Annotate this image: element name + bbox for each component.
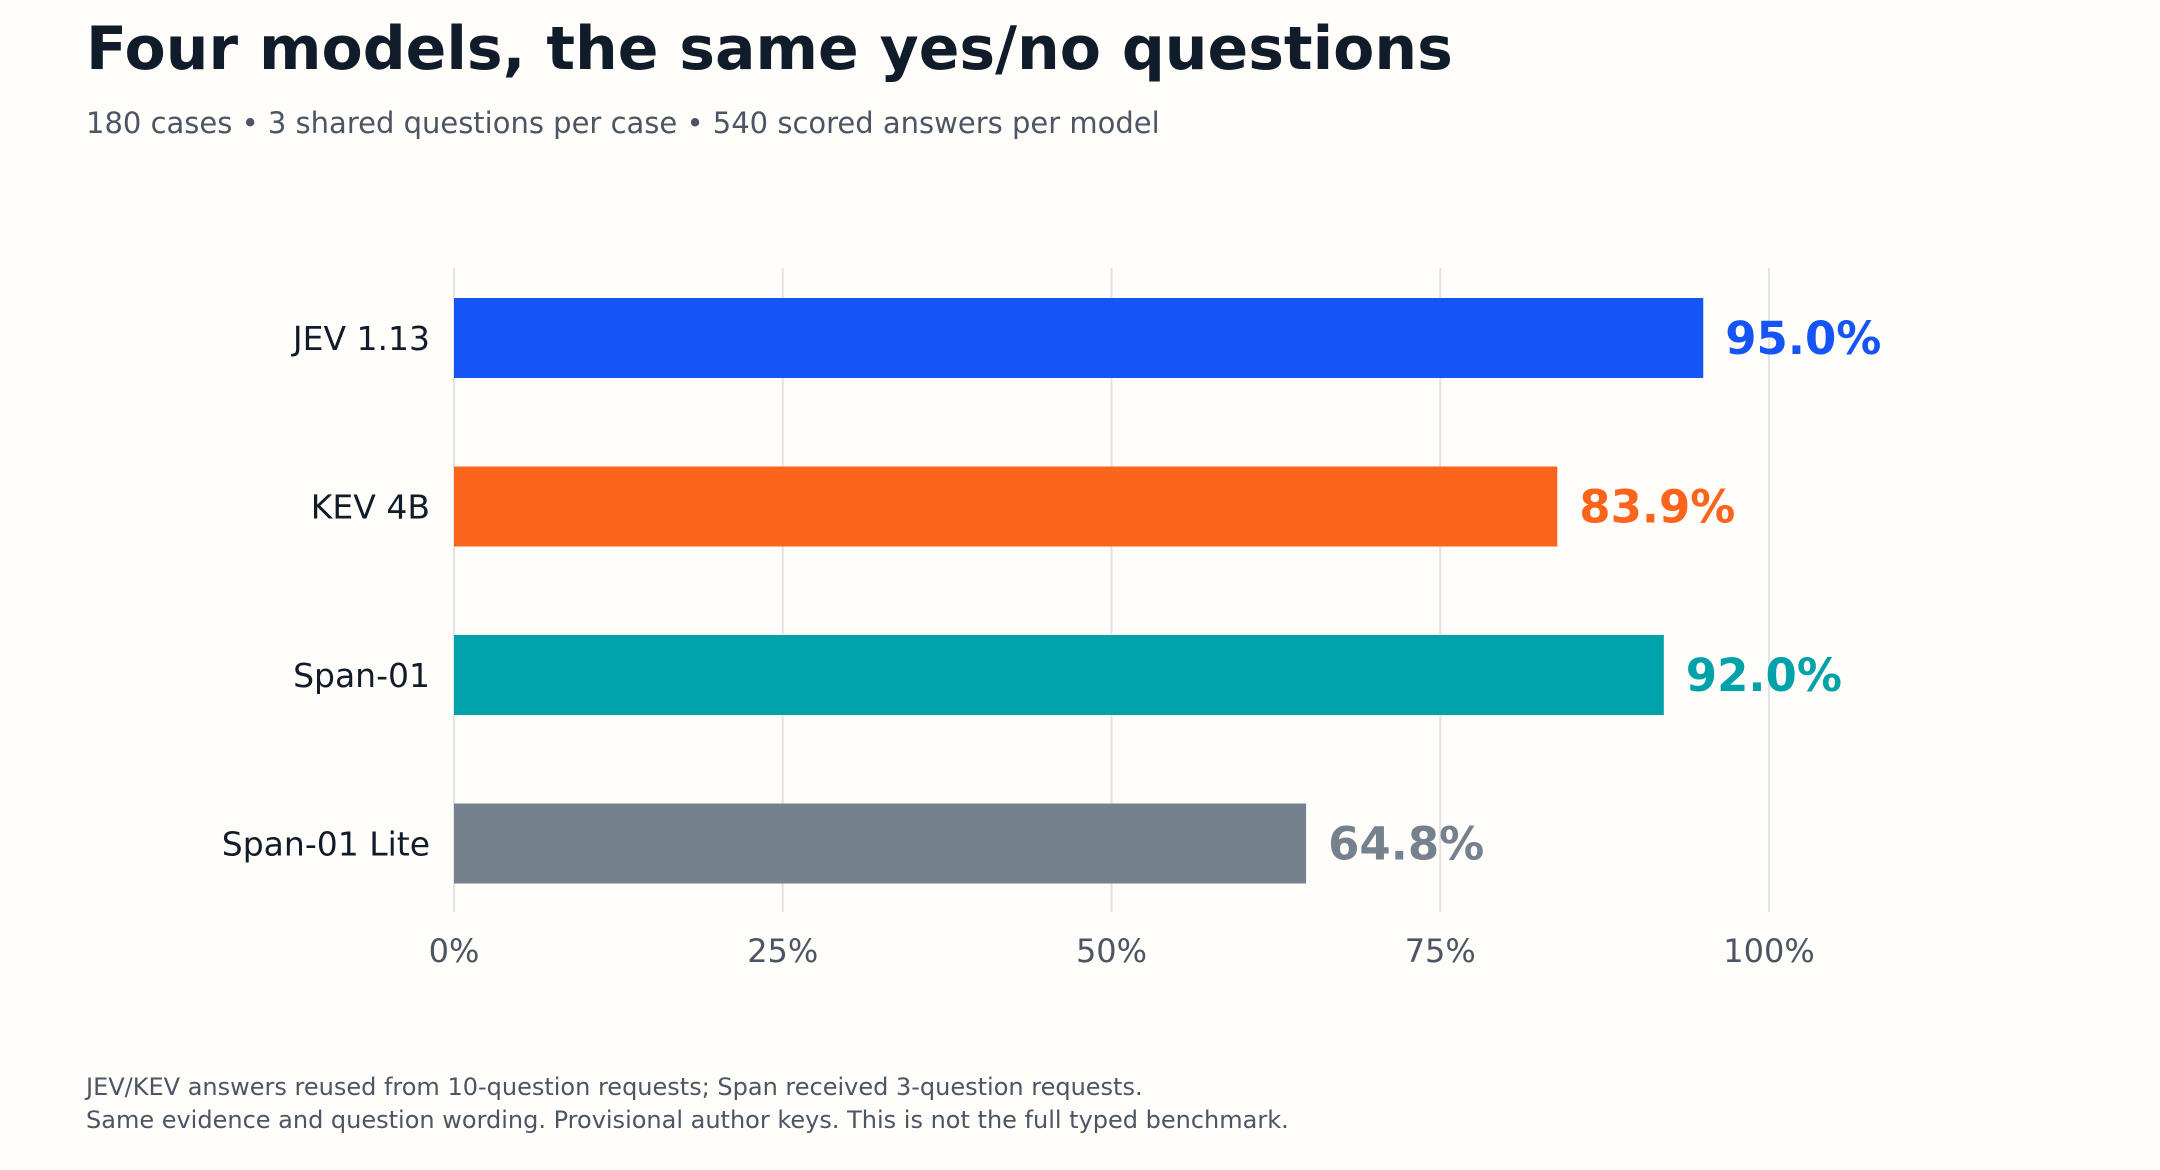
bar — [454, 803, 1307, 884]
chart-subtitle: 180 cases • 3 shared questions per case … — [86, 106, 1160, 140]
bar — [454, 466, 1558, 547]
x-tick-label: 50% — [1076, 932, 1147, 970]
category-label: Span-01 — [293, 656, 430, 695]
footnote-line-1: JEV/KEV answers reused from 10-question … — [86, 1073, 1143, 1101]
category-label: Span-01 Lite — [222, 825, 430, 864]
bar — [454, 635, 1664, 715]
value-label: 64.8% — [1328, 818, 1484, 871]
x-tick-label: 25% — [747, 932, 818, 970]
x-tick-label: 75% — [1405, 932, 1476, 970]
value-label: 95.0% — [1725, 312, 1881, 365]
bar — [454, 298, 1704, 378]
value-label: 92.0% — [1686, 649, 1842, 702]
bars — [454, 298, 1704, 884]
value-labels: 95.0% 83.9% 92.0% 64.8% — [1328, 312, 1881, 871]
x-axis-tick-labels: 0% 25% 50% 75% 100% — [429, 932, 1815, 970]
chart-title: Four models, the same yes/no questions — [86, 14, 1453, 84]
category-label: KEV 4B — [311, 488, 430, 527]
value-label: 83.9% — [1579, 481, 1735, 534]
category-labels: JEV 1.13 KEV 4B Span-01 Span-01 Lite — [222, 319, 430, 864]
footnote-line-2: Same evidence and question wording. Prov… — [86, 1106, 1289, 1134]
x-tick-label: 100% — [1723, 932, 1814, 970]
x-tick-label: 0% — [429, 932, 480, 970]
footnote: JEV/KEV answers reused from 10-question … — [86, 1071, 1289, 1137]
category-label: JEV 1.13 — [291, 319, 430, 358]
